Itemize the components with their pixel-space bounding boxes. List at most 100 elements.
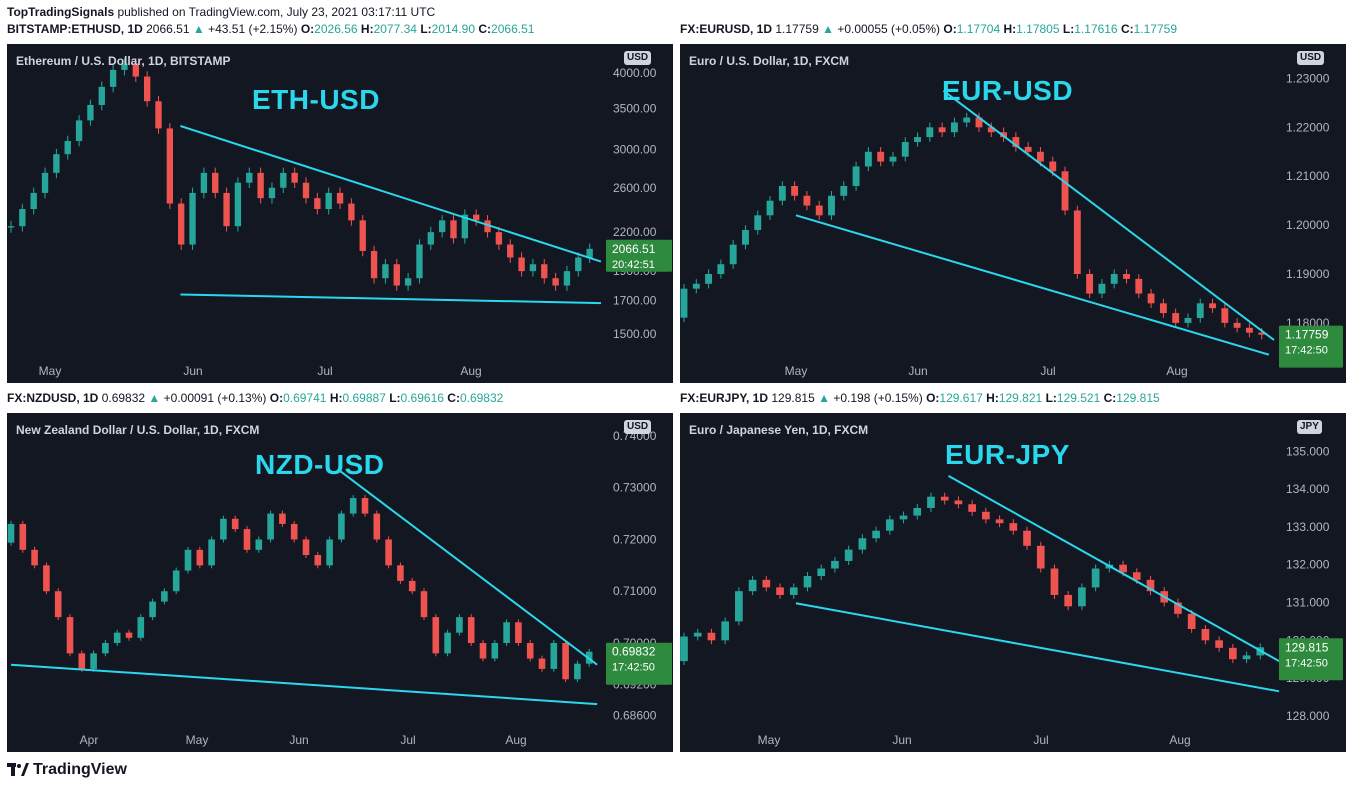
candle-body[interactable] [220, 518, 227, 540]
candle-body[interactable] [1135, 278, 1143, 294]
candle-body[interactable] [1201, 628, 1210, 641]
candle-body[interactable] [491, 643, 499, 659]
candle-body[interactable] [268, 187, 276, 199]
candle-body[interactable] [1196, 303, 1204, 318]
candle-body[interactable] [574, 663, 581, 680]
candle-body[interactable] [479, 643, 487, 659]
candle-body[interactable] [75, 120, 83, 141]
candle-body[interactable] [121, 63, 128, 70]
candle-body[interactable] [87, 104, 94, 121]
candle-body[interactable] [54, 591, 62, 618]
candle-body[interactable] [484, 220, 491, 233]
trendline-resistance[interactable] [338, 469, 598, 666]
candle-body[interactable] [950, 122, 958, 133]
candle-body[interactable] [78, 653, 86, 669]
candle-body[interactable] [461, 214, 469, 239]
candle-body[interactable] [803, 195, 811, 206]
candle-body[interactable] [473, 214, 480, 221]
candle-body[interactable] [397, 565, 404, 581]
candle-body[interactable] [503, 622, 510, 643]
candle-body[interactable] [518, 257, 525, 272]
candle-body[interactable] [137, 617, 145, 638]
candle-body[interactable] [19, 523, 27, 550]
candle-body[interactable] [7, 523, 15, 543]
candle-body[interactable] [149, 601, 156, 618]
candle-body[interactable] [1229, 647, 1237, 660]
candle-body[interactable] [1064, 594, 1073, 607]
candle-body[interactable] [717, 264, 725, 274]
chart-svg-eurusd[interactable]: 1.230001.220001.210001.200001.190001.180… [680, 44, 1346, 383]
candle-body[interactable] [393, 264, 400, 286]
candle-body[interactable] [963, 117, 971, 123]
candle-body[interactable] [1215, 640, 1223, 648]
candle-body[interactable] [844, 549, 853, 561]
candle-body[interactable] [766, 200, 774, 216]
candle-body[interactable] [231, 518, 239, 530]
candle-body[interactable] [196, 549, 204, 566]
candle-body[interactable] [692, 283, 700, 289]
chart-svg-ethusd[interactable]: 4000.003500.003000.002600.002200.001900.… [7, 44, 673, 383]
candle-body[interactable] [803, 576, 812, 588]
candle-body[interactable] [1036, 545, 1045, 569]
candle-body[interactable] [161, 591, 168, 602]
candle-body[interactable] [852, 166, 860, 186]
trendline-resistance[interactable] [942, 89, 1275, 341]
candle-body[interactable] [954, 500, 963, 505]
candle-body[interactable] [1123, 274, 1130, 279]
candle-body[interactable] [705, 274, 713, 284]
candle-body[interactable] [302, 182, 310, 199]
candle-body[interactable] [563, 271, 571, 286]
candle-body[interactable] [1078, 587, 1086, 607]
candle-body[interactable] [325, 192, 332, 210]
candle-body[interactable] [899, 515, 908, 520]
candle-body[interactable] [314, 555, 322, 566]
candle-body[interactable] [291, 172, 298, 183]
candle-body[interactable] [373, 513, 381, 540]
currency-badge[interactable]: USD [1297, 51, 1325, 65]
candle-body[interactable] [444, 632, 451, 654]
candle-body[interactable] [456, 617, 463, 633]
candle-body[interactable] [64, 140, 71, 155]
candle-body[interactable] [132, 63, 139, 77]
candle-body[interactable] [754, 215, 762, 230]
candle-body[interactable] [858, 538, 867, 550]
chart-panel-eurjpy[interactable]: 135.000134.000133.000132.000131.000130.0… [680, 413, 1346, 752]
candle-body[interactable] [1159, 303, 1167, 314]
candle-body[interactable] [125, 632, 133, 638]
trendline-support[interactable] [795, 602, 1280, 693]
candle-body[interactable] [1146, 579, 1155, 592]
candle-body[interactable] [1086, 274, 1094, 294]
candle-body[interactable] [1119, 564, 1127, 573]
candle-body[interactable] [828, 195, 835, 216]
candle-body[interactable] [940, 496, 949, 501]
candle-body[interactable] [1245, 327, 1253, 333]
candle-body[interactable] [302, 539, 310, 555]
candle-body[interactable] [831, 560, 839, 569]
candle-body[interactable] [507, 244, 514, 258]
candle-body[interactable] [877, 151, 885, 162]
trendline-resistance[interactable] [947, 475, 1280, 662]
candle-body[interactable] [913, 508, 922, 516]
candle-body[interactable] [98, 86, 105, 105]
candle-body[interactable] [243, 529, 251, 550]
candle-body[interactable] [707, 632, 716, 641]
candle-body[interactable] [742, 230, 749, 245]
chart-panel-nzdusd[interactable]: 0.740000.730000.720000.710000.700000.692… [7, 413, 673, 752]
candle-body[interactable] [1012, 137, 1020, 147]
candle-body[interactable] [817, 568, 826, 577]
candle-body[interactable] [338, 513, 345, 540]
candle-body[interactable] [189, 192, 196, 245]
candle-body[interactable] [7, 226, 15, 228]
candle-body[interactable] [172, 570, 180, 592]
candle-body[interactable] [982, 511, 990, 520]
candle-body[interactable] [41, 172, 49, 193]
publisher-name[interactable]: TopTradingSignals [7, 5, 115, 19]
trendline-support[interactable] [10, 663, 598, 706]
candle-body[interactable] [1073, 210, 1081, 274]
candle-body[interactable] [416, 244, 423, 279]
candle-body[interactable] [748, 579, 757, 592]
candle-body[interactable] [552, 278, 559, 286]
candle-body[interactable] [184, 549, 192, 571]
candle-body[interactable] [348, 203, 355, 221]
candle-body[interactable] [349, 498, 357, 514]
